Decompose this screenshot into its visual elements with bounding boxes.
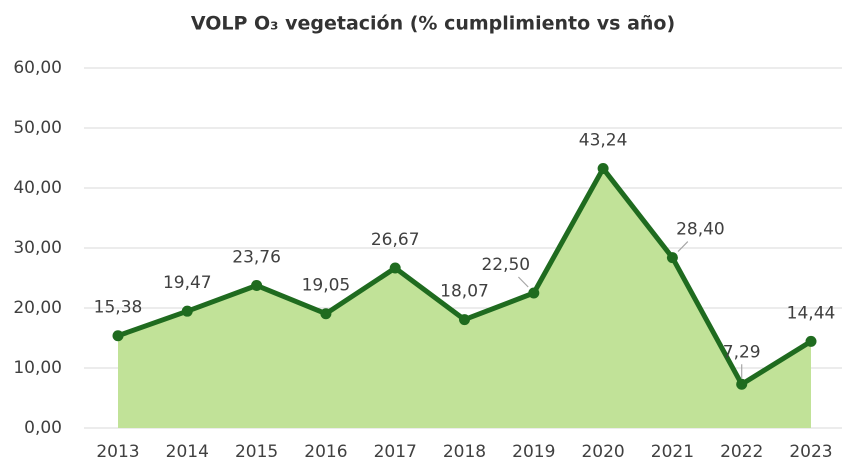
x-tick-label: 2022 [720,442,763,462]
y-tick-label: 0,00 [24,418,62,438]
x-tick-label: 2017 [374,442,417,462]
x-tick-label: 2023 [789,442,832,462]
data-label: 15,38 [94,298,143,318]
data-label: 23,76 [232,247,281,267]
data-label: 7,29 [723,342,761,362]
marker [666,252,678,264]
x-tick-label: 2020 [581,442,624,462]
data-label: 43,24 [579,131,628,151]
marker [805,335,817,347]
y-tick-label: 30,00 [13,238,62,258]
leader-line [677,241,689,253]
data-label: 14,44 [787,303,836,323]
marker [389,262,401,274]
data-label: 19,47 [163,273,212,293]
y-tick-label: 50,00 [13,118,62,138]
y-tick-label: 60,00 [13,58,62,78]
marker [736,378,748,390]
y-tick-label: 20,00 [13,298,62,318]
x-tick-label: 2014 [166,442,209,462]
y-tick-label: 40,00 [13,178,62,198]
marker [251,279,263,291]
x-tick-label: 2015 [235,442,278,462]
marker [112,330,124,342]
x-tick-label: 2019 [512,442,555,462]
area [118,168,811,428]
data-label: 19,05 [302,276,351,296]
leader-line [517,276,529,288]
x-tick-label: 2018 [443,442,486,462]
data-label: 18,07 [440,282,489,302]
data-label: 22,50 [481,255,530,275]
marker [597,163,609,175]
x-tick-label: 2021 [651,442,694,462]
marker [528,287,540,299]
marker [181,305,193,317]
x-tick-label: 2013 [96,442,139,462]
marker [459,314,470,326]
data-label: 28,40 [676,220,725,240]
marker [320,308,332,320]
x-tick-label: 2016 [304,442,347,462]
data-label: 26,67 [371,230,420,250]
chart-title: VOLP O₃ vegetación (% cumplimiento vs añ… [191,13,675,35]
y-tick-label: 10,00 [13,358,62,378]
